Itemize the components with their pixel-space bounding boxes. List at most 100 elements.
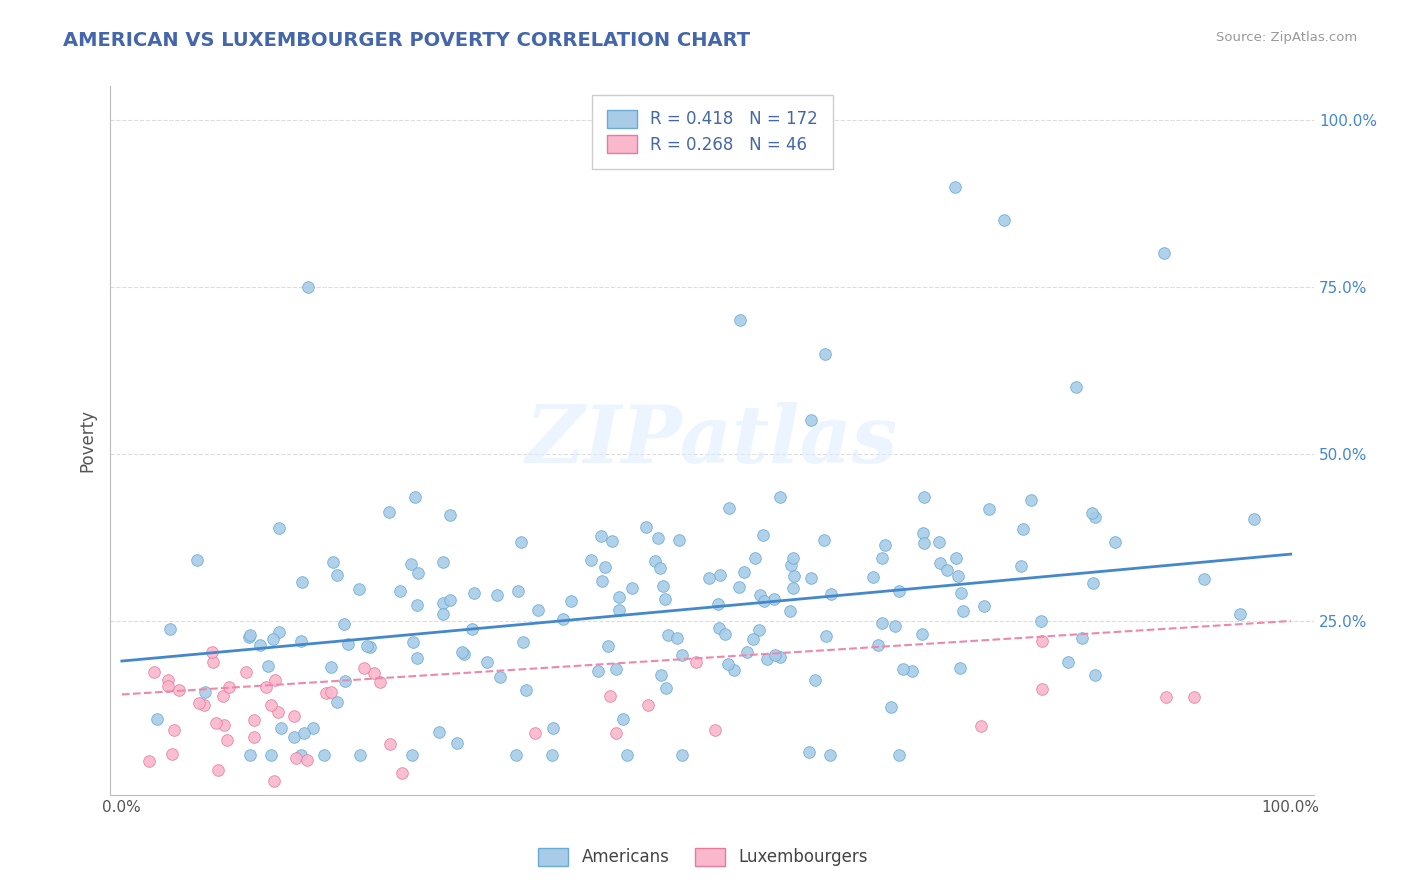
Point <box>302 721 325 735</box>
Point <box>146 712 169 726</box>
Point <box>616 747 638 762</box>
Point <box>779 558 801 573</box>
Point <box>485 588 508 602</box>
Point <box>235 665 257 679</box>
Point <box>950 586 973 600</box>
Point <box>238 630 260 644</box>
Point <box>769 650 792 665</box>
Point <box>717 657 740 671</box>
Point <box>818 747 841 762</box>
Point <box>439 508 461 522</box>
Point <box>652 579 675 593</box>
Point <box>599 689 621 703</box>
Point <box>870 615 893 630</box>
Point <box>911 627 934 641</box>
Point <box>157 679 180 693</box>
Point <box>326 567 349 582</box>
Point <box>671 648 693 662</box>
Point <box>1064 380 1087 394</box>
Point <box>541 747 564 762</box>
Point <box>461 622 484 636</box>
Point <box>596 639 619 653</box>
Point <box>605 663 627 677</box>
Point <box>378 505 401 519</box>
Point <box>263 774 285 789</box>
Point <box>733 565 755 579</box>
Point <box>707 621 730 635</box>
Point <box>159 623 181 637</box>
Point <box>591 574 613 589</box>
Point <box>912 490 935 504</box>
Point <box>515 682 537 697</box>
Point <box>607 602 630 616</box>
Point <box>1012 522 1035 536</box>
Point <box>884 619 907 633</box>
Point <box>718 500 741 515</box>
Point <box>912 536 935 550</box>
Point <box>752 528 775 542</box>
Point <box>782 550 804 565</box>
Point <box>560 594 582 608</box>
Point <box>607 591 630 605</box>
Point <box>911 525 934 540</box>
Point <box>326 695 349 709</box>
Point <box>891 662 914 676</box>
Point <box>505 747 527 762</box>
Point <box>432 596 454 610</box>
Point <box>647 531 669 545</box>
Point <box>160 747 183 761</box>
Point <box>453 647 475 661</box>
Point <box>900 664 922 678</box>
Point <box>243 713 266 727</box>
Point <box>527 603 550 617</box>
Point <box>737 644 759 658</box>
Point <box>336 637 359 651</box>
Point <box>359 640 381 655</box>
Point <box>315 686 337 700</box>
Point <box>952 604 974 618</box>
Point <box>1081 576 1104 591</box>
Point <box>769 490 792 504</box>
Point <box>948 569 970 583</box>
Legend: Americans, Luxembourgers: Americans, Luxembourgers <box>531 841 875 873</box>
Point <box>319 685 342 699</box>
Point <box>292 725 315 739</box>
Point <box>142 665 165 680</box>
Point <box>1084 668 1107 682</box>
Point <box>446 736 468 750</box>
Text: ZIPatlas: ZIPatlas <box>526 401 898 479</box>
Point <box>378 737 401 751</box>
Text: AMERICAN VS LUXEMBOURGER POVERTY CORRELATION CHART: AMERICAN VS LUXEMBOURGER POVERTY CORRELA… <box>63 31 751 50</box>
Point <box>406 650 429 665</box>
Point <box>201 645 224 659</box>
Point <box>814 629 837 643</box>
Point <box>887 584 910 599</box>
Point <box>782 581 804 595</box>
Point <box>285 751 308 765</box>
Point <box>207 763 229 777</box>
Point <box>283 730 305 744</box>
Point <box>820 586 842 600</box>
Point <box>512 635 534 649</box>
Point <box>1010 559 1032 574</box>
Point <box>650 561 672 575</box>
Point <box>205 716 228 731</box>
Point <box>581 553 603 567</box>
Point <box>1194 572 1216 586</box>
Point <box>935 563 957 577</box>
Point <box>685 655 707 669</box>
Point <box>429 724 451 739</box>
Point <box>813 533 835 547</box>
Point <box>524 725 547 739</box>
Point <box>193 698 215 712</box>
Point <box>650 668 672 682</box>
Legend: R = 0.418   N = 172, R = 0.268   N = 46: R = 0.418 N = 172, R = 0.268 N = 46 <box>592 95 832 169</box>
Point <box>239 628 262 642</box>
Point <box>239 747 262 762</box>
Point <box>1154 690 1177 704</box>
Point <box>212 689 235 703</box>
Point <box>406 599 429 613</box>
Point <box>748 588 770 602</box>
Point <box>1019 493 1042 508</box>
Point <box>813 346 835 360</box>
